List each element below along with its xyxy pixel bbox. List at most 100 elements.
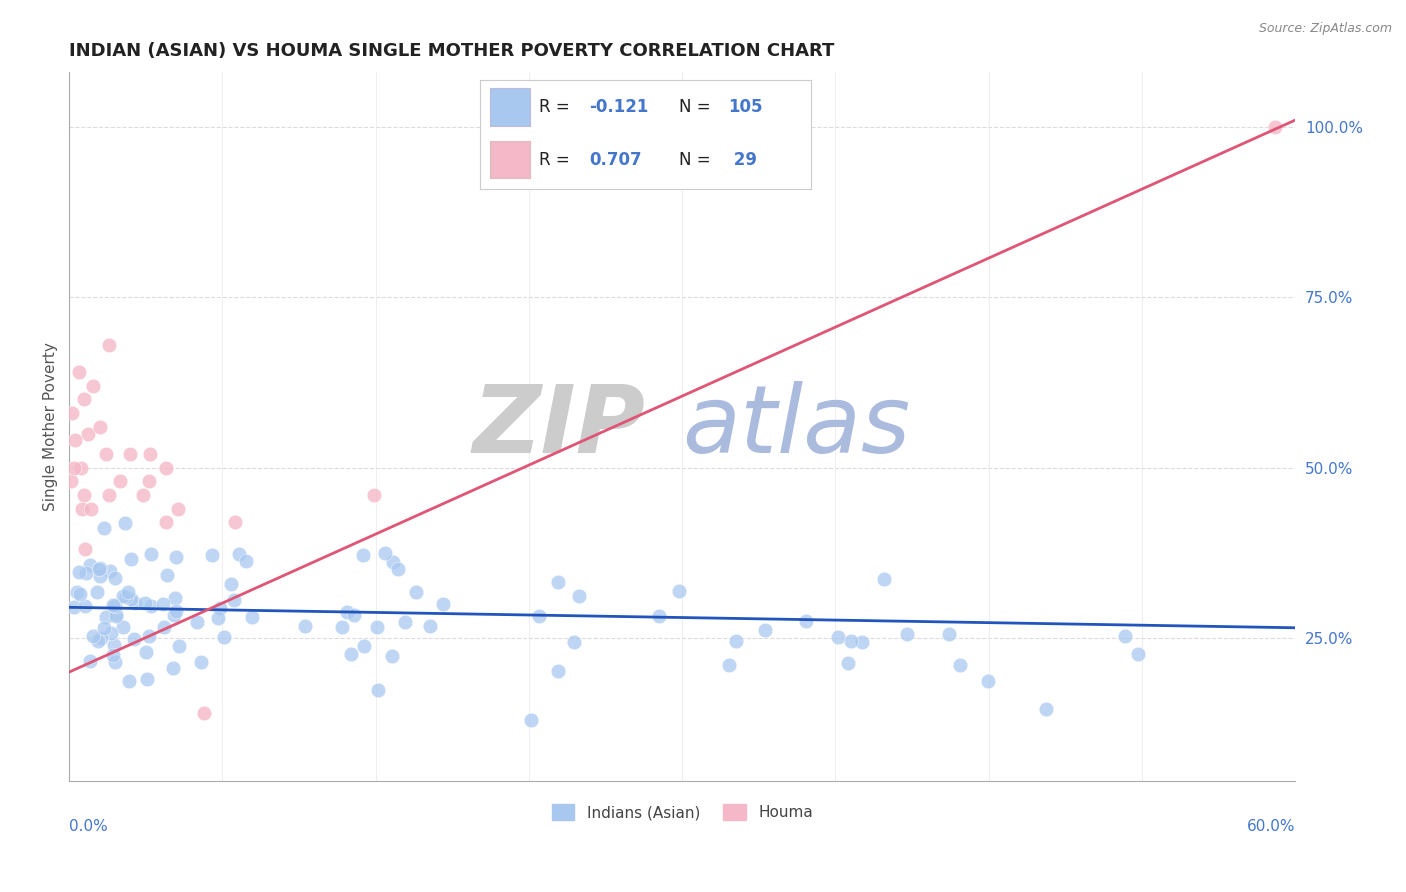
Point — [367, 682, 389, 697]
Point — [79, 654, 101, 668]
Point — [219, 577, 242, 591]
Legend: Indians (Asian), Houma: Indians (Asian), Houma — [546, 798, 818, 827]
Point — [60, 475, 83, 489]
Point — [896, 626, 918, 640]
Point — [837, 656, 859, 670]
Point — [794, 615, 817, 629]
Point — [851, 635, 873, 649]
Point — [527, 609, 550, 624]
Point — [155, 460, 177, 475]
Point — [104, 599, 127, 614]
Point — [568, 590, 591, 604]
Point — [340, 647, 363, 661]
Point — [162, 661, 184, 675]
Point — [330, 619, 353, 633]
Point — [103, 638, 125, 652]
Point — [115, 590, 138, 604]
Point — [1126, 647, 1149, 661]
Point — [152, 597, 174, 611]
Point — [135, 672, 157, 686]
Point — [87, 562, 110, 576]
Point — [212, 630, 235, 644]
Point — [374, 546, 396, 560]
Point — [105, 607, 128, 621]
Point — [342, 607, 364, 622]
Point — [977, 673, 1000, 688]
Text: ZIP: ZIP — [472, 381, 645, 473]
Point — [352, 548, 374, 562]
Point — [114, 516, 136, 530]
Point — [93, 622, 115, 636]
Point — [90, 631, 112, 645]
Point — [167, 639, 190, 653]
Point — [141, 547, 163, 561]
Point — [382, 555, 405, 569]
Point — [827, 630, 849, 644]
Point — [135, 645, 157, 659]
Point — [139, 447, 162, 461]
Point — [111, 620, 134, 634]
Point — [97, 488, 120, 502]
Point — [75, 542, 97, 557]
Point — [235, 554, 257, 568]
Point — [419, 619, 441, 633]
Text: atlas: atlas — [682, 381, 911, 472]
Point — [86, 634, 108, 648]
Point — [724, 634, 747, 648]
Point — [139, 599, 162, 613]
Point — [222, 592, 245, 607]
Point — [89, 569, 111, 583]
Point — [547, 664, 569, 678]
Point — [69, 586, 91, 600]
Point — [110, 475, 132, 489]
Point — [80, 501, 103, 516]
Point — [73, 488, 96, 502]
Point — [1264, 120, 1286, 134]
Point — [190, 655, 212, 669]
Point — [366, 619, 388, 633]
Point — [132, 488, 155, 502]
Point — [77, 426, 100, 441]
Point — [294, 618, 316, 632]
Point — [201, 548, 224, 562]
Point — [387, 562, 409, 576]
Point — [73, 599, 96, 613]
Point — [97, 338, 120, 352]
Point — [381, 648, 404, 663]
Point — [89, 561, 111, 575]
Point — [63, 434, 86, 448]
Point — [89, 419, 111, 434]
Point — [193, 706, 215, 720]
Text: 60.0%: 60.0% — [1247, 819, 1295, 833]
Point — [873, 572, 896, 586]
Point — [547, 575, 569, 590]
Point — [1114, 629, 1136, 643]
Text: Source: ZipAtlas.com: Source: ZipAtlas.com — [1258, 22, 1392, 36]
Point — [120, 591, 142, 606]
Point — [66, 584, 89, 599]
Point — [101, 648, 124, 663]
Point — [156, 567, 179, 582]
Point — [353, 639, 375, 653]
Point — [104, 655, 127, 669]
Point — [82, 629, 104, 643]
Point — [98, 564, 121, 578]
Point — [336, 605, 359, 619]
Point — [394, 615, 416, 629]
Point — [120, 552, 142, 566]
Point — [94, 447, 117, 461]
Point — [63, 600, 86, 615]
Point — [564, 635, 586, 649]
Point — [72, 392, 94, 407]
Point — [432, 597, 454, 611]
Point — [163, 608, 186, 623]
Point — [152, 620, 174, 634]
Point — [520, 713, 543, 727]
Point — [60, 406, 83, 420]
Point — [69, 365, 91, 379]
Point — [938, 626, 960, 640]
Point — [1035, 702, 1057, 716]
Point — [165, 549, 187, 564]
Point — [207, 611, 229, 625]
Point — [138, 475, 160, 489]
